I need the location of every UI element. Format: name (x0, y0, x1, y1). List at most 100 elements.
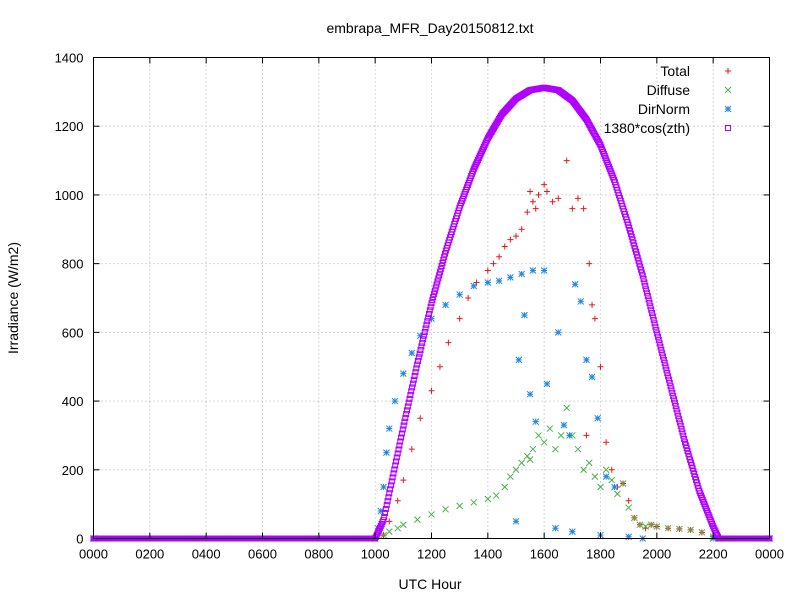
data-point (484, 279, 492, 286)
data-point (529, 445, 537, 453)
data-point (643, 286, 650, 293)
data-point (474, 158, 481, 165)
data-point (670, 393, 677, 400)
data-point (535, 432, 542, 439)
data-point (475, 155, 482, 162)
data-point (664, 370, 671, 377)
data-point (654, 333, 661, 340)
data-point (560, 421, 568, 429)
data-point (436, 272, 443, 279)
y-tick-label: 400 (62, 394, 84, 409)
series-x (90, 404, 773, 542)
data-point (671, 396, 678, 403)
data-point (641, 279, 648, 286)
data-point (532, 205, 539, 212)
data-point (385, 494, 392, 501)
data-point (645, 296, 652, 303)
data-point (658, 346, 665, 353)
data-point (724, 86, 732, 94)
data-point (555, 195, 562, 202)
data-point (586, 260, 593, 267)
data-point (643, 289, 650, 296)
data-point (669, 389, 676, 396)
data-point (656, 340, 663, 347)
data-point (465, 295, 472, 301)
data-point (676, 416, 683, 423)
data-point (527, 188, 534, 195)
data-point (480, 145, 487, 152)
data-point (434, 278, 441, 285)
data-point (399, 521, 407, 529)
data-point (428, 300, 435, 307)
data-point (382, 510, 389, 517)
data-point (661, 360, 668, 367)
data-point (484, 495, 492, 503)
data-point (650, 316, 657, 323)
data-point (589, 301, 596, 308)
data-point (408, 349, 416, 357)
x-tick-label: 1000 (361, 547, 390, 562)
data-point (422, 325, 429, 332)
data-point (399, 426, 406, 433)
data-point (382, 506, 389, 513)
data-point (591, 315, 598, 322)
data-point (647, 521, 655, 529)
data-point (441, 253, 448, 260)
data-point (399, 370, 407, 377)
data-point (394, 450, 401, 457)
data-point (390, 470, 397, 477)
data-point (430, 293, 437, 300)
y-tick-label: 800 (62, 257, 84, 272)
data-point (423, 321, 430, 328)
data-point (478, 149, 485, 156)
data-point (395, 446, 402, 453)
data-point (418, 343, 425, 350)
data-point (384, 498, 391, 505)
data-point (574, 445, 582, 453)
data-point (526, 390, 534, 398)
data-point (425, 310, 432, 317)
data-point (380, 531, 387, 539)
data-point (409, 384, 416, 391)
data-point (383, 449, 390, 456)
data-point (660, 356, 667, 363)
data-point (653, 327, 660, 334)
data-point (647, 303, 654, 310)
data-point (687, 526, 694, 534)
y-tick-label: 1400 (55, 51, 84, 66)
data-point (380, 483, 387, 491)
data-point (642, 523, 649, 530)
legend-label: Diffuse (647, 82, 691, 98)
data-point (515, 356, 523, 364)
data-point (512, 517, 520, 525)
x-tick-label: 1400 (473, 547, 502, 562)
data-point (507, 274, 514, 281)
x-tick-label: 1800 (586, 547, 615, 562)
data-point (392, 462, 399, 469)
data-point (442, 301, 449, 309)
data-point (419, 339, 426, 346)
data-point (639, 272, 646, 279)
data-point (398, 430, 405, 437)
y-axis-ticks: 0 200 400 600 800 1000 1200 1400 (55, 51, 770, 547)
data-point (439, 259, 446, 266)
data-point (625, 504, 633, 511)
data-point (625, 533, 633, 541)
data-point (526, 456, 534, 463)
data-point (563, 157, 570, 164)
legend-marker (724, 105, 732, 113)
x-tick-label: 1200 (417, 547, 446, 562)
x-tick-label: 1600 (530, 547, 559, 562)
chart-title: embrapa_MFR_Day20150812.txt (326, 20, 533, 36)
data-point (481, 142, 488, 149)
data-point (725, 125, 731, 131)
data-point (420, 332, 427, 339)
data-point (619, 480, 627, 487)
data-point (388, 478, 395, 485)
data-point (580, 205, 587, 212)
data-point (471, 164, 478, 171)
data-point (407, 392, 414, 399)
data-point (681, 436, 688, 443)
series-* (90, 267, 773, 542)
